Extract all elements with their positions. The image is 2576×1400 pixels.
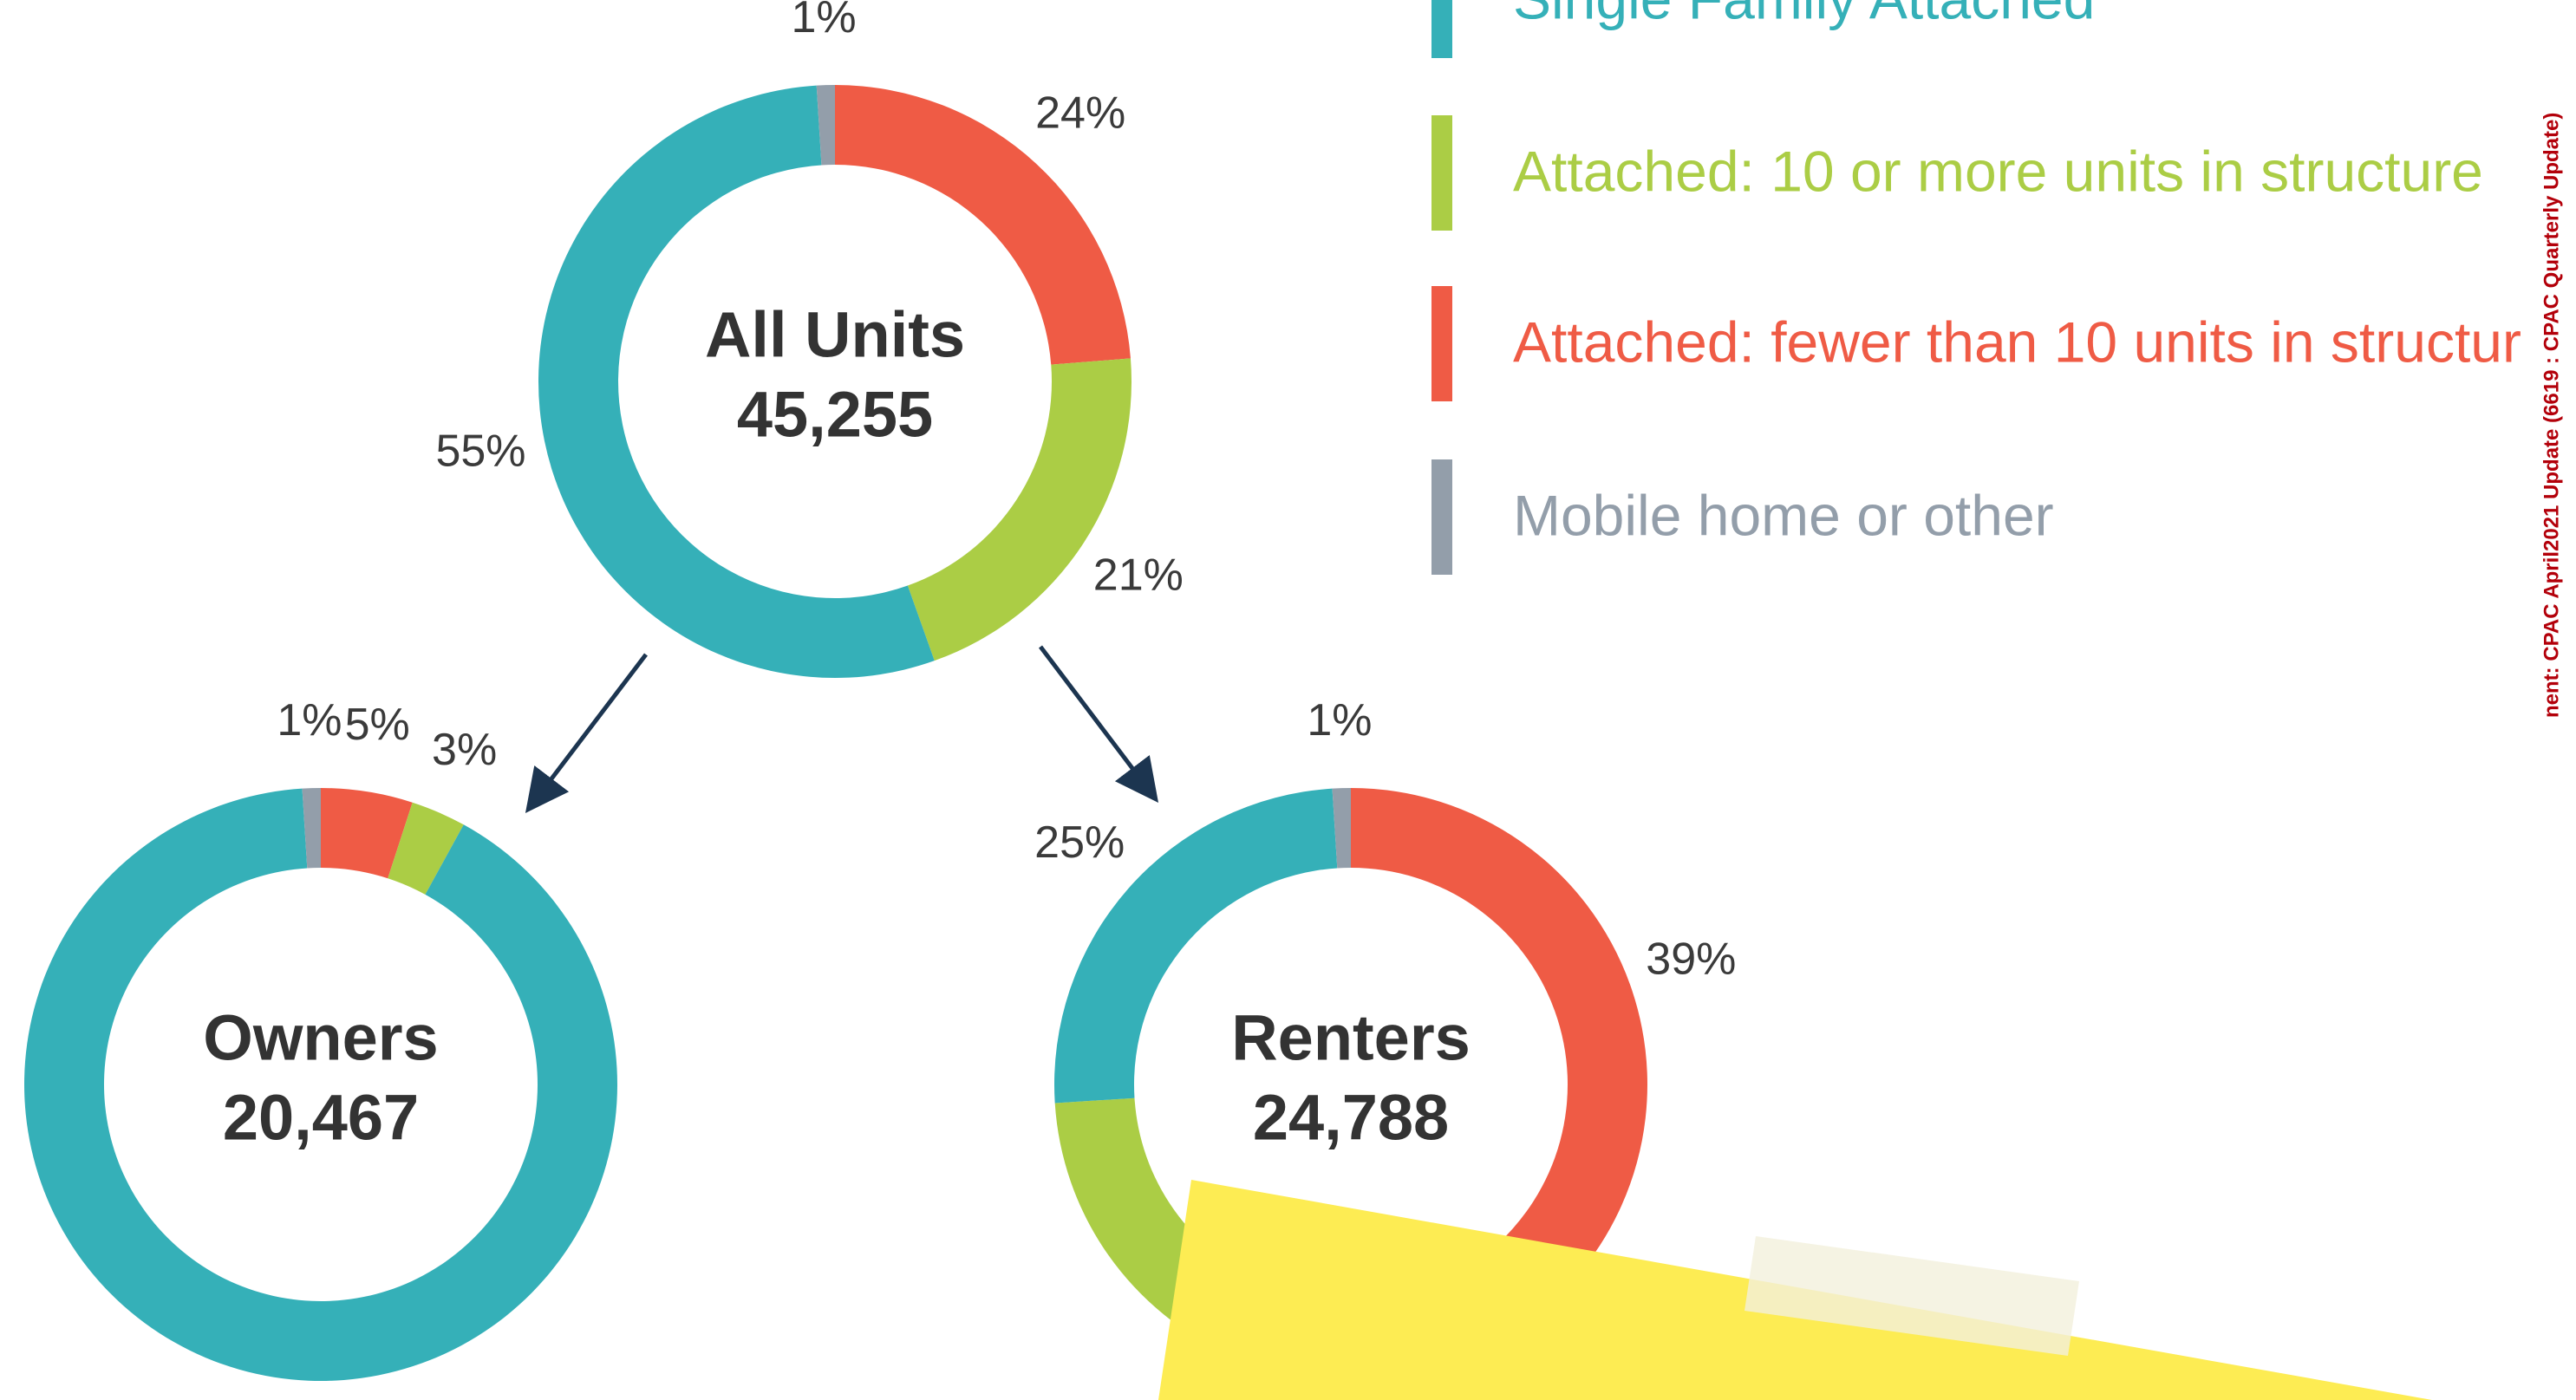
arrow	[531, 654, 646, 806]
center-title: All Units	[705, 299, 965, 371]
legend-swatch	[1431, 115, 1452, 231]
legend-label: Attached: fewer than 10 units in structu…	[1513, 309, 2553, 374]
arrow	[1040, 647, 1153, 796]
center-total: 45,255	[737, 379, 933, 451]
value-label: 55%	[435, 426, 525, 476]
legend-swatch	[1431, 286, 1452, 401]
value-label: 1%	[277, 695, 342, 746]
center-title: Renters	[1231, 1002, 1471, 1074]
legend: Single Family Attached Attached: 10 or mo…	[1431, 0, 2553, 575]
center-total: 20,467	[223, 1082, 419, 1154]
value-label: 1%	[791, 0, 856, 42]
donut-segment	[908, 358, 1131, 661]
legend-label: Mobile home or other	[1513, 483, 2054, 547]
page: Single Family Attached Attached: 10 or mo…	[0, 0, 2576, 1400]
value-label: 5%	[345, 700, 410, 750]
value-label: 39%	[1646, 934, 1736, 984]
legend-label: Single Family Attached	[1513, 0, 2095, 30]
center-title: Owners	[203, 1002, 438, 1074]
side-note: nent: CPAC April2021 Update (6619 : CPAC…	[2540, 113, 2563, 718]
legend-swatch	[1431, 459, 1452, 575]
legend-label: Attached: 10 or more units in structure	[1513, 139, 2483, 203]
value-label: 1%	[1307, 695, 1372, 746]
value-label: 21%	[1093, 550, 1184, 601]
value-label: 3%	[432, 725, 497, 775]
value-label: 25%	[1034, 817, 1125, 868]
center-total: 24,788	[1253, 1082, 1449, 1154]
legend-swatch	[1431, 0, 1452, 58]
value-label: 24%	[1035, 88, 1125, 139]
